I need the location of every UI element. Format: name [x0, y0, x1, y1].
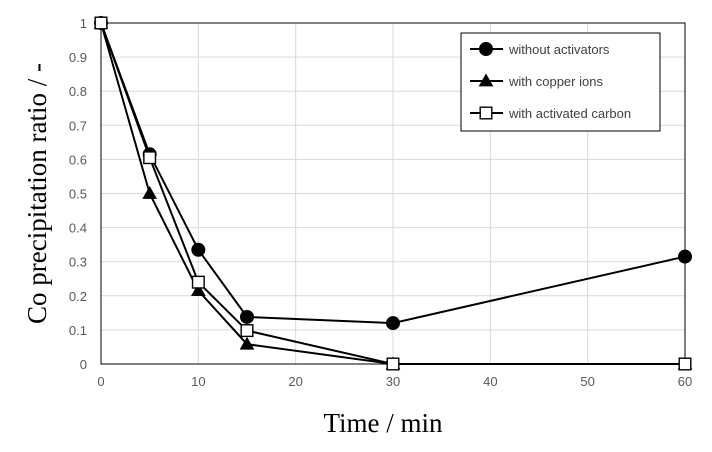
legend-label: without activators	[508, 42, 610, 57]
x-tick-label: 60	[678, 374, 692, 389]
y-tick-label: 0.3	[69, 255, 87, 270]
x-tick-label: 0	[97, 374, 104, 389]
data-point	[239, 336, 255, 350]
legend-marker	[479, 106, 493, 120]
y-tick-label: 0.6	[69, 152, 87, 167]
legend-entry: with copper ions	[470, 73, 603, 89]
series-line	[100, 22, 685, 365]
y-tick-label: 0.5	[69, 187, 87, 202]
legend-marker	[479, 42, 493, 56]
y-tick-label: 0	[80, 357, 87, 372]
legend-entry: with activated carbon	[470, 106, 631, 121]
data-point	[678, 249, 692, 264]
y-axis-title: Co precipitation ratio / -	[22, 63, 52, 324]
x-tick-labels: 0 10 20 30 40 50 60	[97, 374, 692, 389]
legend-entry: without activators	[470, 42, 610, 57]
x-tick-label: 40	[483, 374, 497, 389]
data-point	[94, 16, 108, 30]
data-point	[191, 275, 205, 289]
y-tick-label: 0.9	[69, 50, 87, 65]
x-tick-label: 30	[386, 374, 400, 389]
data-point	[386, 316, 400, 331]
data-point	[191, 242, 206, 257]
y-tick-label: 0.2	[69, 289, 87, 304]
data-point	[190, 283, 206, 297]
data-point	[240, 309, 254, 324]
legend-marker	[478, 73, 494, 87]
data-series	[93, 15, 693, 371]
x-tick-label: 10	[191, 374, 205, 389]
data-point	[142, 185, 158, 199]
x-axis-title: Time / min	[323, 408, 443, 438]
data-point	[678, 357, 692, 371]
series-2	[94, 16, 692, 371]
y-tick-label: 0.1	[69, 323, 87, 338]
x-tick-label: 20	[288, 374, 302, 389]
data-point	[386, 357, 400, 371]
legend-label: with copper ions	[508, 74, 603, 89]
legend: without activators with copper ions with a…	[460, 32, 661, 132]
data-point	[240, 324, 254, 338]
legend-label: with activated carbon	[508, 106, 631, 121]
y-tick-label: 0.8	[69, 84, 87, 99]
y-tick-labels: 0 0.1 0.2 0.3 0.4 0.5 0.6 0.7 0.8 0.9 1	[69, 16, 87, 372]
y-tick-label: 1	[80, 16, 87, 31]
y-tick-label: 0.4	[69, 221, 87, 236]
x-tick-label: 50	[580, 374, 594, 389]
y-tick-label: 0.7	[69, 118, 87, 133]
data-point	[143, 151, 157, 165]
